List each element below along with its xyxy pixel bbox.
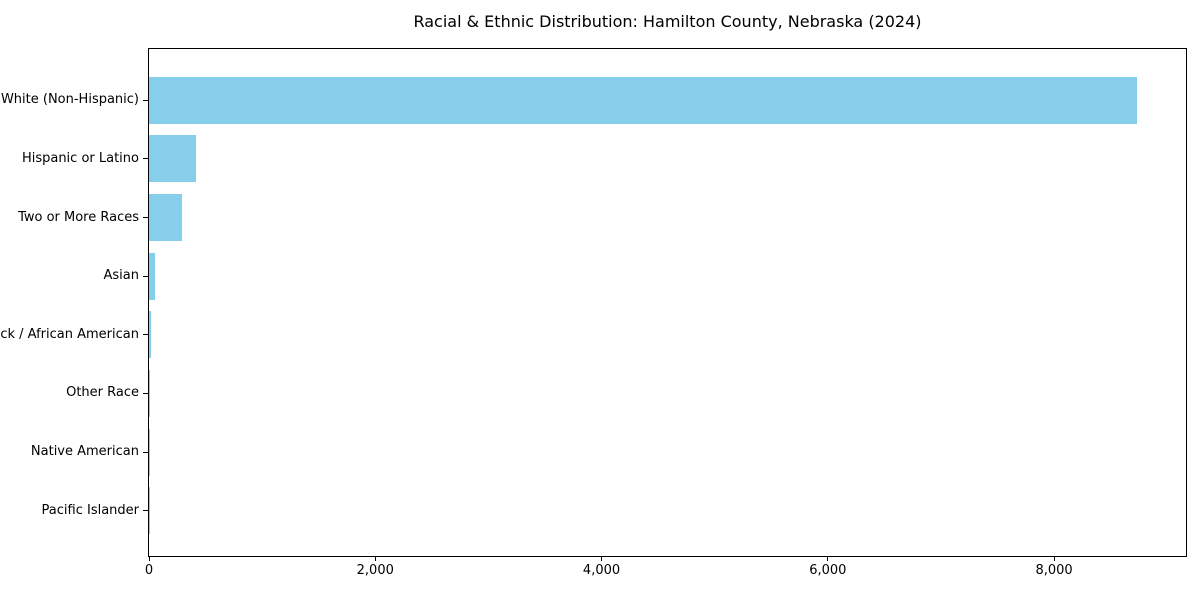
x-tick-label-2-000: 2,000 <box>356 563 394 578</box>
bar-two-or-more-races <box>149 194 182 242</box>
y-axis-tick <box>143 510 148 512</box>
x-axis-tick <box>374 556 376 561</box>
x-tick-label-8-000: 8,000 <box>1035 563 1073 578</box>
y-axis-tick <box>143 275 148 277</box>
plot-area: White (Non-Hispanic) Hispanic or Latino Tw… <box>0 48 1187 578</box>
y-tick-label-other-race: Other Race <box>66 385 139 401</box>
y-tick-label-asian: Asian <box>103 268 139 284</box>
y-axis-tick <box>143 99 148 101</box>
y-axis-tick <box>143 158 148 160</box>
x-tick-label-0: 0 <box>144 563 154 578</box>
y-tick-label-pacific-islander: Pacific Islander <box>41 502 139 518</box>
x-tick-label-4-000: 4,000 <box>582 563 621 578</box>
y-tick-label-hispanic-or-latino: Hispanic or Latino <box>21 150 139 166</box>
bar-black-african-american <box>149 311 152 359</box>
y-axis-tick <box>143 451 148 453</box>
y-tick-label-black-african-american: Black / African American <box>0 326 139 342</box>
y-axis-tick <box>143 334 148 336</box>
bar-asian <box>149 252 156 300</box>
bar-white-non-hispanic <box>149 76 1137 124</box>
bar-hispanic-or-latino <box>149 135 196 183</box>
y-axis-tick <box>143 392 148 394</box>
chart-title: Racial & Ethnic Distribution: Hamilton C… <box>413 12 922 31</box>
x-axis-tick <box>1053 556 1055 561</box>
x-axis-tick <box>601 556 603 561</box>
y-axis-tick <box>143 217 148 219</box>
y-tick-label-white-non-hispanic: White (Non-Hispanic) <box>0 92 139 108</box>
y-tick-label-native-american: Native American <box>30 444 139 460</box>
y-tick-label-two-or-more-races: Two or More Races <box>18 209 139 225</box>
bar-other-race <box>149 369 150 417</box>
x-axis-tick <box>827 556 829 561</box>
x-axis-tick <box>148 556 150 561</box>
x-tick-label-6-000: 6,000 <box>809 563 847 578</box>
